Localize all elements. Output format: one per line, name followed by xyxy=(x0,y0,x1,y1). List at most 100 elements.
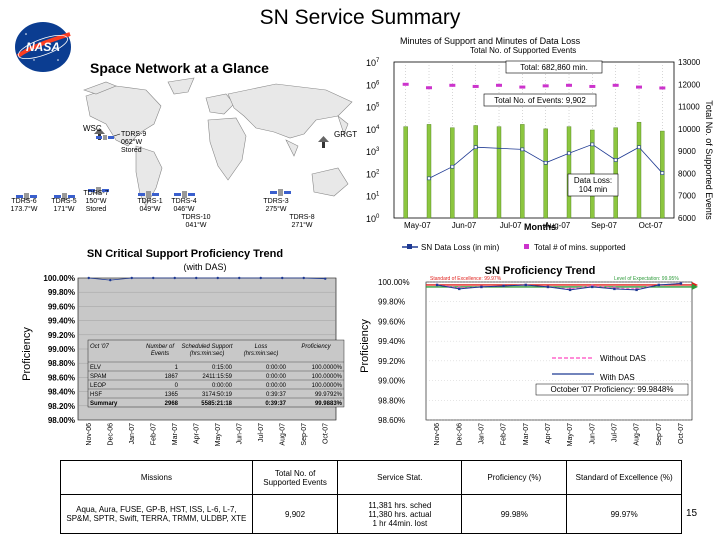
events-bar xyxy=(613,127,618,219)
proficiency-point xyxy=(613,287,616,291)
proficiency-x-tick: Sep-07 xyxy=(656,423,663,446)
critical-x-tick: Jul-07 xyxy=(258,423,265,442)
critical-point xyxy=(324,277,327,280)
header-standard: Standard of Excellence (%) xyxy=(566,460,682,495)
critical-table-cell: 1 xyxy=(175,365,179,371)
tdrs9-label: TDRS-9 062°W Stored xyxy=(121,131,146,155)
minutes-right-tick: 12000 xyxy=(678,80,701,89)
critical-x-tick: Dec-06 xyxy=(107,423,114,446)
minutes-right-tick: 7000 xyxy=(678,192,696,201)
proficiency-y-tick: 99.00% xyxy=(378,377,405,386)
page-number: 15 xyxy=(686,508,698,519)
minutes-left-tick: 101 xyxy=(366,192,380,202)
critical-table-cell: 3174:50:19 xyxy=(202,392,233,398)
proficiency-y-tick: 100.00% xyxy=(378,278,410,287)
critical-table-cell: 99.9792% xyxy=(315,392,343,398)
legend-without-das-label: Without DAS xyxy=(600,354,646,363)
critical-y-tick: 99.00% xyxy=(48,345,75,354)
critical-point xyxy=(195,276,198,280)
critical-x-tick: Aug-07 xyxy=(279,423,286,446)
proficiency-point xyxy=(480,285,483,289)
critical-point xyxy=(238,276,241,280)
legend-with-das-label: With DAS xyxy=(600,373,635,382)
proficiency-x-tick: Jan-07 xyxy=(478,423,485,445)
critical-y-tick: 99.60% xyxy=(48,302,75,311)
tdrs3-satellite-icon xyxy=(270,189,291,196)
grgt-label: GRGT xyxy=(334,130,358,139)
nasa-logo-text: NASA xyxy=(26,40,60,54)
proficiency-chart-title: SN Proficiency Trend xyxy=(485,265,596,277)
minutes-x-tick: Sep-07 xyxy=(591,221,617,230)
proficiency-y-tick: 99.20% xyxy=(378,357,405,366)
supported-minutes-point xyxy=(426,86,432,90)
critical-y-tick: 98.20% xyxy=(48,402,75,411)
critical-point xyxy=(302,276,305,280)
events-bar xyxy=(520,124,525,219)
critical-table-cell: 1867 xyxy=(165,374,179,380)
supported-minutes-point xyxy=(659,86,666,90)
annotation-loss-box xyxy=(567,173,619,197)
proficiency-point xyxy=(458,287,461,291)
minutes-left-tick: 105 xyxy=(366,103,380,113)
critical-table-cell: HSF xyxy=(90,392,102,398)
events-bar xyxy=(403,126,408,219)
annotation-total-box xyxy=(505,60,603,74)
page-title: SN Service Summary xyxy=(259,6,461,29)
proficiency-x-tick: Nov-06 xyxy=(434,423,441,446)
tdrs9-position: 062°W xyxy=(121,139,143,146)
critical-table-header: (hrs:min:sec) xyxy=(190,351,225,357)
tdrs4-label: TDRS-4 046°W xyxy=(171,198,197,213)
proficiency-x-tick: Oct-07 xyxy=(678,423,685,444)
critical-point xyxy=(216,276,219,280)
tdrs6-satellite-icon xyxy=(16,193,37,200)
critical-table-cell: 2411:15:59 xyxy=(202,374,232,380)
proficiency-y-tick: 98.80% xyxy=(378,396,405,405)
critical-x-tick: May-07 xyxy=(215,423,222,446)
proficiency-x-tick: Dec-06 xyxy=(456,423,463,446)
tdrs1-label: TDRS-1 049°W xyxy=(137,198,163,213)
world-map xyxy=(83,77,353,207)
data-loss-point xyxy=(637,145,641,150)
header-service: Service Stat. xyxy=(337,460,463,495)
proficiency-y-tick: 99.40% xyxy=(378,337,405,346)
data-loss-line xyxy=(428,143,663,179)
legend-supported-label: Total # of mins. supported xyxy=(534,243,626,252)
legend-loss-marker xyxy=(407,244,412,249)
critical-chart-title: SN Critical Support Proficiency Trend xyxy=(87,248,283,260)
critical-y-tick: 99.80% xyxy=(48,288,75,297)
minutes-x-tick: May-07 xyxy=(404,221,431,230)
tdrs7-satellite-icon xyxy=(88,187,109,194)
proficiency-point xyxy=(568,288,572,292)
critical-table-cell: 100.0000% xyxy=(312,374,343,380)
tdrs7-label: TDRS-7 150°W Stored xyxy=(83,190,109,213)
critical-table-cell: 5585:21:18 xyxy=(201,401,232,407)
supported-minutes-point xyxy=(566,83,572,87)
critical-table-cell: SPAM xyxy=(90,374,107,380)
wsc-label: WSC xyxy=(83,124,102,133)
minutes-x-tick: Aug-07 xyxy=(544,221,570,230)
proficiency-y-tick: 99.60% xyxy=(378,317,405,326)
critical-x-tick: Mar-07 xyxy=(172,423,179,445)
cell-missions: Aqua, Aura, FUSE, GP-B, HST, ISS, L-6, L… xyxy=(60,494,253,534)
data-loss-point xyxy=(543,160,548,165)
tdrs1-satellite-icon xyxy=(138,191,159,198)
events-bar xyxy=(496,126,502,219)
critical-point xyxy=(259,276,262,280)
proficiency-point xyxy=(679,282,683,285)
minutes-right-tick: 8000 xyxy=(678,169,696,178)
proficiency-x-tick: Mar-07 xyxy=(523,423,530,445)
minutes-x-tick: Jun-07 xyxy=(452,221,477,230)
tdrs8-label: TDRS-8 271°W xyxy=(289,214,315,229)
critical-table-cell: 0:00:00 xyxy=(266,383,287,389)
critical-point xyxy=(130,276,133,280)
cell-events: 9,902 xyxy=(251,494,339,534)
tdrs3-label: TDRS-3 275°W xyxy=(263,198,289,213)
critical-table-cell: 0:00:00 xyxy=(266,374,287,380)
proficiency-chart: SN Proficiency Trend Proficiency 98.60% 9… xyxy=(359,265,698,446)
critical-table-cell: 100.0000% xyxy=(312,383,343,389)
supported-minutes-point xyxy=(449,83,456,87)
data-loss-point xyxy=(590,142,595,147)
supported-minutes-point xyxy=(542,84,549,88)
header-events: Total No. of Supported Events xyxy=(251,460,339,495)
minutes-chart-subtitle: Total No. of Supported Events xyxy=(470,46,576,55)
